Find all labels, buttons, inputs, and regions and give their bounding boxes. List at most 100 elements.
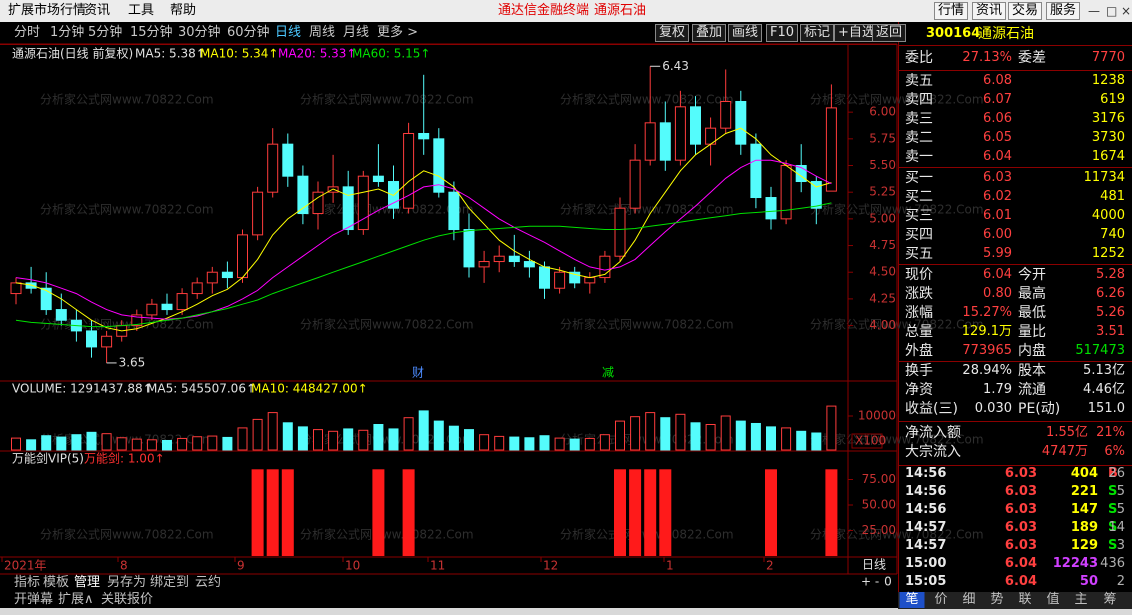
period-tab[interactable]: 周线 xyxy=(309,25,336,40)
candle-body xyxy=(569,271,581,284)
trade-volume: 129 xyxy=(1070,538,1098,553)
window-control[interactable]: — xyxy=(1088,4,1100,18)
bottom-tab[interactable]: 关联报价 xyxy=(101,592,154,607)
volume-bar xyxy=(11,437,21,451)
menu-button[interactable]: 服务 xyxy=(1046,2,1081,20)
stat-label: 涨幅 xyxy=(905,305,933,321)
ma-legend: MA20: 5.33↑ xyxy=(278,47,356,61)
bottom-tab[interactable]: 管理 xyxy=(74,575,101,590)
period-tab[interactable]: 分时 xyxy=(14,25,41,40)
trade-side: S xyxy=(1108,484,1118,499)
watermark: 分析家公式网www.70822.Com xyxy=(40,202,214,217)
period-tab[interactable]: 1分钟 xyxy=(50,25,85,40)
indicator-bar xyxy=(659,469,672,556)
menu-button[interactable]: 交易 xyxy=(1008,2,1043,20)
period-tab[interactable]: 5分钟 xyxy=(88,25,123,40)
bottom-tab[interactable]: 绑定到 xyxy=(150,575,190,590)
volume-bar xyxy=(192,436,203,451)
period-tab[interactable]: 月线 xyxy=(343,25,370,40)
book-label: 卖三 xyxy=(905,111,933,127)
tool-button[interactable]: 标记 xyxy=(800,24,835,42)
flow-label: 净流入额 xyxy=(905,425,961,441)
tool-button[interactable]: 返回 xyxy=(872,24,907,42)
volume-bar xyxy=(252,418,263,451)
volume-bar xyxy=(705,424,716,451)
bottom-tab[interactable]: 模板 xyxy=(43,575,70,590)
period-tab[interactable]: 日线 xyxy=(275,25,302,40)
candle-body xyxy=(25,282,37,289)
book-price: 6.05 xyxy=(983,130,1012,145)
zoom-button: + xyxy=(861,575,871,589)
separator xyxy=(899,361,1132,362)
quote-tab[interactable]: 价 xyxy=(934,592,948,607)
period-tab[interactable]: 15分钟 xyxy=(130,25,173,40)
menu-item[interactable]: 扩展市场行情 xyxy=(8,3,87,18)
menu-item[interactable]: 帮助 xyxy=(170,3,197,18)
indicator-bar xyxy=(281,469,294,556)
quote-panel xyxy=(898,22,1132,593)
trade-volume: 189 xyxy=(1070,520,1098,535)
stat-value: 15.27% xyxy=(962,305,1012,320)
event-marker: 减 xyxy=(602,366,614,380)
volume-bar xyxy=(403,417,414,451)
bottom-tab[interactable]: 扩展∧ xyxy=(58,592,94,607)
volume-bar xyxy=(509,436,520,451)
separator xyxy=(899,167,1132,168)
flow-value: 4747万 xyxy=(1041,444,1088,459)
trade-time: 14:57 xyxy=(905,520,947,535)
menu-item[interactable]: 资讯 xyxy=(84,3,111,18)
quote-tab[interactable]: 值 xyxy=(1046,592,1060,607)
watermark: 分析家公式网www.70822.Com xyxy=(300,317,474,332)
bottom-tab[interactable]: 开弹幕 xyxy=(14,592,54,607)
y-tick-label: 5.25 xyxy=(869,185,896,199)
watermark: 分析家公式网www.70822.Com xyxy=(560,92,734,107)
quote-tab[interactable]: 联 xyxy=(1018,592,1032,607)
quote-tab[interactable]: 主 xyxy=(1074,592,1088,607)
flow-value: 1.55亿 xyxy=(1046,425,1088,440)
book-label: 卖五 xyxy=(905,73,933,89)
period-tab[interactable]: 更多 > xyxy=(377,25,419,40)
trade-time: 14:56 xyxy=(905,484,947,499)
trade-volume: 147 xyxy=(1070,502,1098,517)
quote-tab[interactable]: 势 xyxy=(990,592,1004,607)
menu-item[interactable]: 工具 xyxy=(128,3,155,18)
tool-button[interactable]: F10 xyxy=(766,24,799,42)
field-label: 委比 xyxy=(905,50,933,66)
indicator-bar xyxy=(251,469,264,556)
bottom-tab[interactable]: 云约 xyxy=(195,575,222,590)
tool-button[interactable]: 叠加 xyxy=(692,24,727,42)
trade-time: 15:05 xyxy=(905,574,947,589)
quote-tab[interactable]: 细 xyxy=(962,592,976,607)
trade-side: B xyxy=(1108,466,1118,481)
period-tab[interactable]: 30分钟 xyxy=(178,25,221,40)
trade-time: 15:00 xyxy=(905,556,947,571)
volume-bar xyxy=(237,427,248,451)
book-label: 买四 xyxy=(905,227,933,243)
stat-label: 最高 xyxy=(1018,286,1046,302)
volume-bar xyxy=(750,422,761,451)
candle-body xyxy=(629,159,641,209)
window-control[interactable]: □ xyxy=(1106,4,1118,18)
stat-label: PE(动) xyxy=(1018,401,1061,417)
menu-button[interactable]: 资讯 xyxy=(972,2,1007,20)
book-label: 买三 xyxy=(905,208,933,224)
menu-button[interactable]: 行情 xyxy=(934,2,969,20)
bottom-tab[interactable]: 指标 xyxy=(14,575,41,590)
tool-button[interactable]: 复权 xyxy=(655,24,690,42)
tool-button[interactable]: +自选 xyxy=(834,24,879,42)
volume-legend: VOLUME: 1291437.88↑ xyxy=(12,382,153,396)
candle-body xyxy=(372,175,384,183)
quote-tab[interactable]: 笔 xyxy=(899,592,925,608)
tool-button[interactable]: 画线 xyxy=(728,24,763,42)
window-control[interactable]: × xyxy=(1121,4,1132,18)
bottom-tab[interactable]: 另存为 xyxy=(107,575,147,590)
volume-bar xyxy=(328,430,339,451)
y-tick-label: 5.75 xyxy=(869,131,896,145)
separator xyxy=(899,45,1132,46)
period-tab[interactable]: 60分钟 xyxy=(227,25,270,40)
stat-label: 最低 xyxy=(1018,305,1046,321)
quote-tab[interactable]: 筹 xyxy=(1103,592,1117,607)
separator xyxy=(899,264,1132,265)
book-volume: 619 xyxy=(1100,92,1125,107)
indicator-bar xyxy=(402,469,415,556)
